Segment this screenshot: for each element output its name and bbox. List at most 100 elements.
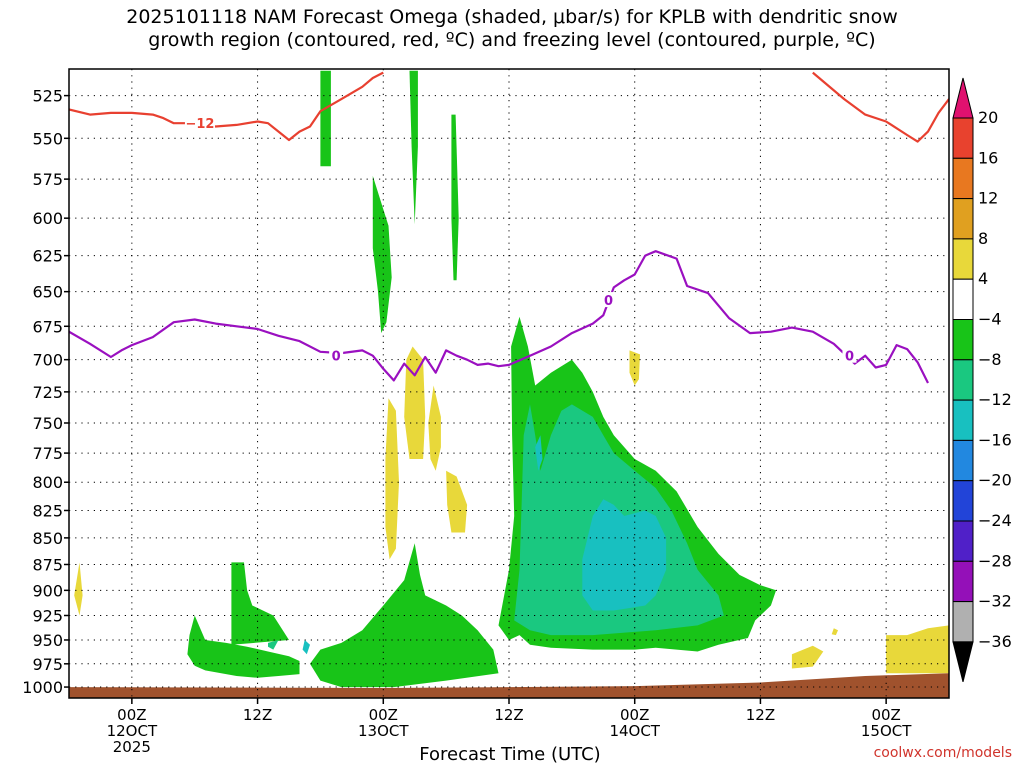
x-tick-label-24-1: 13OCT <box>358 722 409 740</box>
colorbar-band-6 <box>952 319 974 361</box>
y-tick-label-675: 675 <box>32 317 63 336</box>
omega-area-14 <box>428 385 441 471</box>
y-tick-label-525: 525 <box>32 87 63 106</box>
x-tick-label-72-1: 15OCT <box>861 722 912 740</box>
omega-area-13 <box>404 346 426 459</box>
y-tick-label-775: 775 <box>32 444 63 463</box>
y-tick-label-750: 750 <box>32 414 63 433</box>
y-axis: 525 550 575 600 625 650 675 700 725 750 775 800 825 8… <box>22 87 69 697</box>
omega-area-2 <box>451 114 459 281</box>
colorbar-band-10 <box>952 480 974 522</box>
y-tick-label-925: 925 <box>32 606 63 625</box>
omega-area-18 <box>629 350 640 386</box>
omega-area-0 <box>320 70 331 167</box>
colorbar-band-9 <box>952 439 974 482</box>
colorbar-band-2 <box>952 157 974 200</box>
y-tick-label-850: 850 <box>32 529 63 548</box>
colorbar-label-0: 20 <box>978 108 998 127</box>
x-tick-label-0-2: 2025 <box>113 738 151 756</box>
freezing-level-contour <box>69 250 929 384</box>
dgz-contour-1 <box>812 71 949 143</box>
x-tick-label-0-0: 00Z <box>117 706 146 724</box>
x-tick-label-72-0: 00Z <box>871 706 900 724</box>
contour-label-bg-1 <box>329 347 344 363</box>
colorbar-bottom-arrow <box>952 641 974 683</box>
ground-surface <box>69 673 949 698</box>
omega-area-11 <box>535 435 543 471</box>
contour-label-bg-2 <box>601 292 616 308</box>
y-tick-label-700: 700 <box>32 351 63 370</box>
colorbar-label-8: −16 <box>978 430 1012 449</box>
contour-label-bg-3 <box>842 347 857 363</box>
y-tick-label-1000: 1000 <box>22 678 63 697</box>
chart-title: 2025101118 NAM Forecast Omega (shaded, μ… <box>126 6 898 51</box>
omega-shading <box>69 70 949 698</box>
colorbar-label-10: −24 <box>978 511 1012 530</box>
colorbar-band-12 <box>952 560 974 603</box>
omega-area-12 <box>302 640 310 655</box>
y-tick-label-550: 550 <box>32 129 63 148</box>
colorbar-label-2: 12 <box>978 189 998 208</box>
y-tick-label-900: 900 <box>32 581 63 600</box>
omega-area-10 <box>582 499 667 611</box>
y-tick-label-575: 575 <box>32 170 63 189</box>
colorbar-label-4: 4 <box>978 269 988 288</box>
contour-label-1: 0 <box>332 350 341 365</box>
omega-area-21 <box>886 625 949 674</box>
y-tick-label-650: 650 <box>32 283 63 302</box>
colorbar-band-1 <box>952 117 974 159</box>
colorbar-label-6: −8 <box>978 350 1002 369</box>
omega-area-17 <box>74 562 83 616</box>
omega-area-16 <box>385 398 399 560</box>
x-tick-label-36-0: 12Z <box>494 706 523 724</box>
contour-lines: −12 0 0 0 <box>69 71 949 384</box>
omega-area-9 <box>268 640 279 650</box>
x-tick-label-12-0: 12Z <box>243 706 272 724</box>
colorbar-label-13: −36 <box>978 632 1012 651</box>
omega-area-19 <box>791 645 824 669</box>
y-tick-label-800: 800 <box>32 473 63 492</box>
colorbar-band-11 <box>952 520 974 562</box>
colorbar-top-arrow <box>952 77 974 119</box>
omega-area-5 <box>231 562 289 645</box>
colorbar-band-7 <box>952 359 974 401</box>
contour-label-bg-0 <box>184 115 215 131</box>
y-tick-label-975: 975 <box>32 655 63 674</box>
contour-label-3: 0 <box>845 350 854 365</box>
colorbar-label-5: −4 <box>978 310 1002 329</box>
colorbar-band-13 <box>952 601 974 643</box>
colorbar-label-3: 8 <box>978 229 988 248</box>
x-tick-label-48-0: 00Z <box>620 706 649 724</box>
colorbar-label-11: −28 <box>978 551 1012 570</box>
x-axis-label: Forecast Time (UTC) <box>419 744 601 765</box>
y-tick-label-625: 625 <box>32 247 63 266</box>
colorbar-label-1: 16 <box>978 148 998 167</box>
colorbar: 20 16 12 8 4 −4 −8 −12 −16 −20 −24 −28 −32 −36 <box>952 77 1012 683</box>
y-tick-label-950: 950 <box>32 631 63 650</box>
colorbar-label-7: −12 <box>978 390 1012 409</box>
colorbar-band-3 <box>952 198 974 240</box>
y-tick-label-825: 825 <box>32 501 63 520</box>
y-tick-label-725: 725 <box>32 383 63 402</box>
contour-label-2: 0 <box>604 294 613 309</box>
credit-text: coolwx.com/models <box>873 745 1012 761</box>
omega-area-3 <box>372 175 392 334</box>
x-tick-label-60-0: 12Z <box>746 706 775 724</box>
colorbar-label-12: −32 <box>978 592 1012 611</box>
colorbar-band-8 <box>952 399 974 441</box>
colorbar-band-4 <box>952 238 974 280</box>
contour-label-0: −12 <box>185 117 214 132</box>
x-tick-label-24-0: 00Z <box>369 706 398 724</box>
colorbar-band-5 <box>952 278 974 321</box>
y-tick-label-875: 875 <box>32 555 63 574</box>
x-tick-label-0-1: 12OCT <box>107 722 158 740</box>
dgz-contour-0 <box>69 71 384 142</box>
x-tick-label-48-1: 14OCT <box>609 722 660 740</box>
colorbar-label-9: −20 <box>978 471 1012 490</box>
omega-area-4 <box>187 615 300 678</box>
y-tick-label-600: 600 <box>32 209 63 228</box>
omega-area-1 <box>409 70 418 225</box>
omega-area-15 <box>446 470 468 533</box>
